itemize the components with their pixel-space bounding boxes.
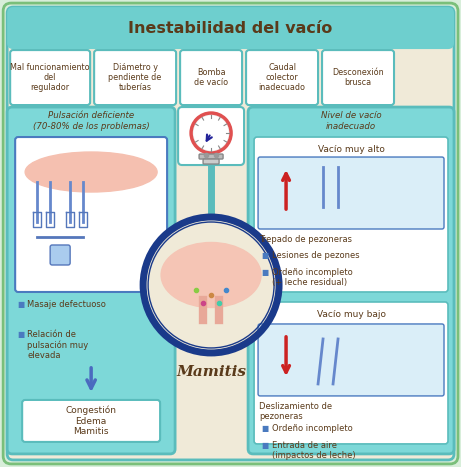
Text: ■: ■ — [17, 300, 24, 309]
Text: Relación de
pulsación muy
elevada: Relación de pulsación muy elevada — [27, 330, 89, 361]
Text: Vacío muy alto: Vacío muy alto — [318, 145, 384, 154]
Text: Bomba
de vacío: Bomba de vacío — [194, 68, 228, 87]
FancyBboxPatch shape — [22, 400, 160, 442]
Text: ■: ■ — [17, 330, 24, 339]
FancyBboxPatch shape — [15, 137, 167, 292]
FancyBboxPatch shape — [248, 107, 454, 454]
Text: Entrada de aire
(impactos de leche): Entrada de aire (impactos de leche) — [272, 441, 356, 460]
FancyBboxPatch shape — [7, 107, 175, 454]
FancyBboxPatch shape — [3, 3, 458, 464]
Text: Caudal
colector
inadecuado: Caudal colector inadecuado — [259, 63, 306, 92]
FancyBboxPatch shape — [7, 7, 454, 49]
Text: Trepado de pezoneras: Trepado de pezoneras — [259, 235, 352, 244]
FancyBboxPatch shape — [94, 50, 176, 105]
Text: Ordeño incompleto
(+ leche residual): Ordeño incompleto (+ leche residual) — [272, 268, 353, 287]
Text: ■: ■ — [261, 441, 268, 450]
FancyBboxPatch shape — [322, 50, 394, 105]
Text: ■: ■ — [261, 424, 268, 433]
Text: Lesiones de pezones: Lesiones de pezones — [272, 251, 360, 260]
FancyBboxPatch shape — [258, 324, 444, 396]
Text: ■: ■ — [261, 251, 268, 260]
FancyBboxPatch shape — [254, 137, 448, 292]
Text: Vacío muy bajo: Vacío muy bajo — [317, 310, 385, 319]
FancyBboxPatch shape — [50, 245, 70, 265]
Circle shape — [194, 115, 229, 150]
FancyBboxPatch shape — [10, 50, 90, 105]
Text: Masaje defectuoso: Masaje defectuoso — [27, 300, 106, 309]
Text: Nivel de vacío
inadecuado: Nivel de vacío inadecuado — [321, 111, 381, 131]
FancyBboxPatch shape — [258, 157, 444, 229]
Text: Desconexión
brusca: Desconexión brusca — [332, 68, 384, 87]
FancyBboxPatch shape — [254, 302, 448, 444]
Text: Deslizamiento de
pezoneras: Deslizamiento de pezoneras — [259, 402, 332, 421]
FancyBboxPatch shape — [178, 107, 244, 165]
FancyBboxPatch shape — [7, 7, 454, 460]
Circle shape — [191, 113, 231, 153]
FancyBboxPatch shape — [246, 50, 318, 105]
Text: Inestabilidad del vacío: Inestabilidad del vacío — [129, 21, 333, 35]
Ellipse shape — [25, 152, 157, 192]
Text: Pulsación deficiente
(70-80% de los problemas): Pulsación deficiente (70-80% de los prob… — [33, 111, 149, 131]
Text: Diámetro y
pendiente de
tuberías: Diámetro y pendiente de tuberías — [108, 63, 162, 92]
Circle shape — [143, 217, 279, 353]
Ellipse shape — [161, 242, 261, 307]
FancyBboxPatch shape — [180, 50, 242, 105]
Text: Ordeño incompleto: Ordeño incompleto — [272, 424, 353, 433]
Text: Mal funcionamiento
del
regulador: Mal funcionamiento del regulador — [10, 63, 90, 92]
Text: ■: ■ — [261, 268, 268, 277]
Text: Mamitis: Mamitis — [176, 365, 246, 379]
Text: Congestión
Edema
Mamitis: Congestión Edema Mamitis — [65, 406, 117, 436]
FancyBboxPatch shape — [203, 159, 219, 164]
FancyBboxPatch shape — [199, 154, 223, 159]
